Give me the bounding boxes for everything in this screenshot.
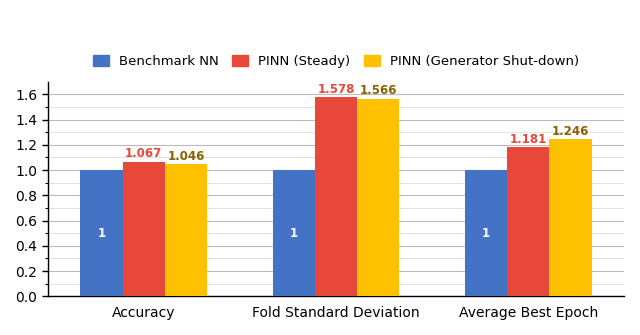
Bar: [357, 98, 399, 296]
Bar: [507, 147, 550, 296]
Bar: [315, 97, 357, 296]
Text: 1.067: 1.067: [125, 147, 163, 160]
Text: 1.181: 1.181: [509, 133, 547, 146]
Bar: [550, 139, 592, 296]
Legend: Benchmark NN, PINN (Steady), PINN (Generator Shut-down): Benchmark NN, PINN (Steady), PINN (Gener…: [88, 50, 584, 73]
Text: 1.578: 1.578: [317, 83, 355, 96]
Bar: [165, 164, 207, 296]
Text: 1: 1: [97, 227, 106, 240]
Text: 1: 1: [290, 227, 298, 240]
Text: 1: 1: [482, 227, 490, 240]
Text: 1.046: 1.046: [167, 150, 205, 163]
Text: 1.566: 1.566: [360, 84, 397, 97]
Bar: [122, 161, 165, 296]
Bar: [273, 170, 315, 296]
Bar: [80, 170, 122, 296]
Bar: [465, 170, 507, 296]
Text: 1.246: 1.246: [552, 125, 589, 138]
